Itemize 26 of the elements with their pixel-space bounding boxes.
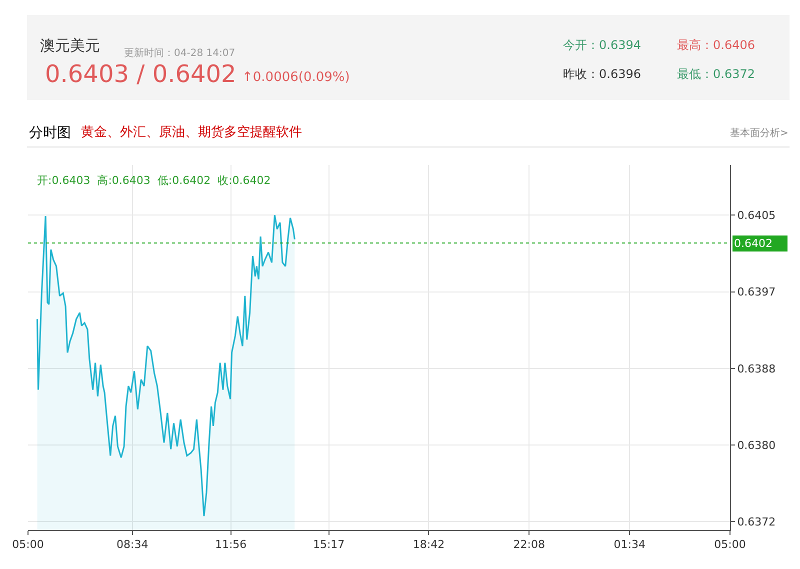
x-tick-label: 18:42: [412, 538, 445, 552]
y-tick-label: 0.6372: [737, 515, 776, 528]
x-tick-label: 11:56: [214, 538, 247, 552]
x-tick-label: 01:34: [614, 538, 646, 552]
x-tick-label: 22:08: [513, 538, 545, 552]
x-tick-label: 05:00: [12, 538, 44, 552]
text: 今开：0.6394: [563, 38, 641, 52]
x-tick-label: 15:17: [312, 538, 345, 552]
text: 最低：0.6372: [677, 67, 755, 81]
text: 分时图: [29, 125, 71, 141]
x-tick-label: 05:00: [714, 538, 746, 552]
text: 最高：0.6406: [677, 38, 755, 52]
text: 基本面分析>: [730, 127, 788, 139]
text: 0.6403 / 0.6402: [45, 60, 236, 88]
text: 黄金、外汇、原油、期货多空提醒软件: [81, 125, 302, 140]
text: ↑0.0006(0.09%): [242, 70, 350, 85]
chart-title: 澳元美元: [40, 36, 100, 54]
y-tick-label: 0.6380: [737, 438, 776, 452]
y-tick-label: 0.6397: [737, 286, 776, 299]
ref-line-label: 0.6402: [734, 237, 772, 250]
annotation: 开:0.6403 高:0.6403 低:0.6402 收:0.6402: [37, 174, 271, 187]
text: 昨收：0.6396: [563, 67, 641, 81]
x-tick-label: 08:34: [116, 538, 148, 552]
y-tick-label: 0.6405: [737, 209, 776, 222]
y-tick-label: 0.6388: [737, 362, 776, 376]
chart-subtitle: 更新时间：04-28 14:07: [124, 47, 236, 59]
